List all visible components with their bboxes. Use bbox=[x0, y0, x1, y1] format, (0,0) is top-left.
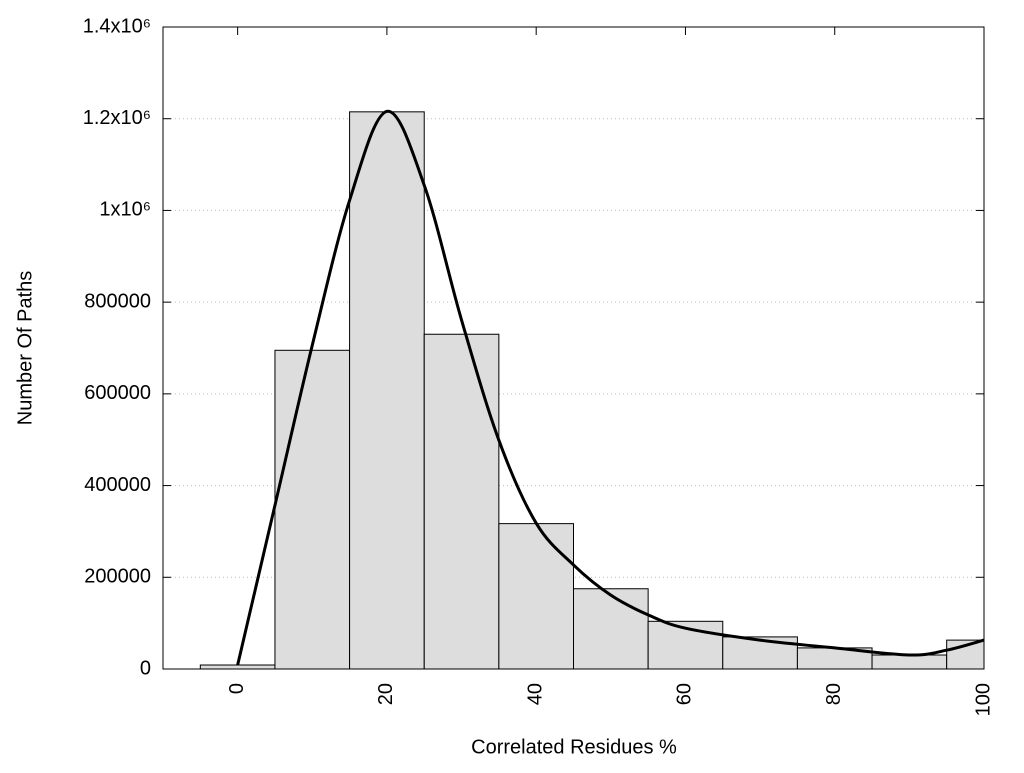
x-tick-label: 80 bbox=[823, 683, 845, 705]
bar bbox=[871, 654, 948, 670]
bar bbox=[423, 333, 500, 670]
y-tick-label: 1.4x10⁶ bbox=[83, 15, 151, 37]
bar bbox=[274, 349, 351, 670]
y-tick-label: 600000 bbox=[84, 382, 151, 404]
x-tick-label: 0 bbox=[226, 683, 248, 694]
x-axis-label: Correlated Residues % bbox=[471, 736, 677, 758]
bar bbox=[573, 588, 649, 670]
y-tick-label: 1.2x10⁶ bbox=[83, 107, 151, 129]
bar bbox=[199, 664, 276, 670]
y-tick-label: 0 bbox=[140, 657, 151, 679]
x-tick-label: 100 bbox=[972, 683, 994, 716]
x-tick-label: 60 bbox=[674, 683, 696, 705]
plot-frame bbox=[162, 26, 985, 670]
bar bbox=[498, 523, 575, 670]
y-tick-label: 800000 bbox=[84, 290, 151, 312]
x-tick-label: 40 bbox=[524, 683, 546, 705]
x-tick-label: 20 bbox=[375, 683, 397, 705]
y-axis-label: Number Of Paths bbox=[14, 271, 36, 426]
y-tick-label: 1x10⁶ bbox=[99, 199, 151, 221]
y-tick-label: 400000 bbox=[84, 474, 151, 496]
bar bbox=[349, 111, 425, 670]
y-tick-label: 200000 bbox=[84, 566, 151, 588]
density-curve bbox=[236, 109, 985, 666]
